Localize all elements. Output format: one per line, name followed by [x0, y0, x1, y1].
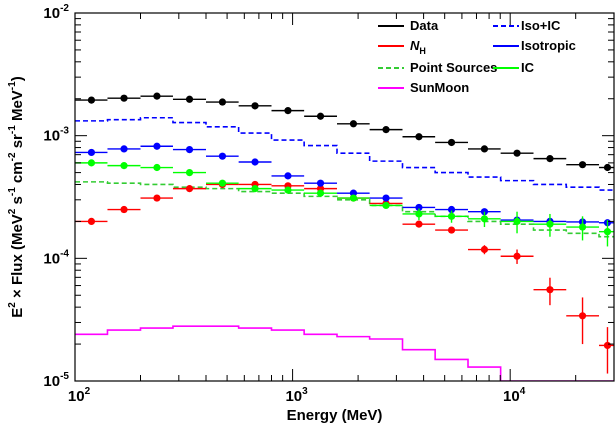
legend-item-iso-ic: Iso+IC	[493, 18, 561, 33]
data-point	[578, 161, 587, 169]
data-point	[513, 217, 521, 226]
legend-label: SunMoon	[410, 80, 469, 95]
data-point	[218, 179, 227, 187]
y-tick-label: 10-3	[43, 126, 69, 145]
data-point	[603, 163, 612, 172]
legend: Data Iso+IC NH Isotropic Point Sources IC SunM…	[378, 18, 576, 95]
y-tick-label: 10-5	[43, 371, 69, 390]
data-point	[447, 212, 456, 220]
data-point	[153, 142, 161, 150]
step-series-sunmoon	[75, 325, 614, 381]
data-point	[513, 149, 521, 157]
data-point	[415, 210, 423, 218]
data-point	[120, 205, 128, 214]
data-point	[218, 152, 227, 160]
data-point	[316, 189, 325, 197]
data-point	[546, 220, 554, 228]
data-point	[349, 189, 358, 197]
data-point	[87, 217, 96, 226]
data-point	[153, 163, 161, 172]
x-axis-label: Energy (MeV)	[287, 407, 383, 424]
data-point	[284, 172, 292, 180]
data-point	[415, 133, 423, 141]
legend-label: Iso+IC	[521, 18, 561, 33]
plot-area	[75, 92, 614, 381]
data-point	[185, 145, 194, 154]
data-point	[382, 201, 390, 210]
data-point	[185, 95, 194, 103]
data-point	[251, 158, 259, 166]
data-point	[185, 185, 194, 193]
axes: 102 103 104 10-5 10-4 10-3 10-2	[43, 3, 615, 405]
data-point	[382, 194, 390, 202]
data-point	[120, 145, 128, 153]
legend-item-n: NH	[378, 38, 426, 56]
data-point	[120, 162, 128, 170]
data-point	[316, 112, 325, 120]
data-point	[513, 252, 521, 260]
data-point	[87, 96, 96, 104]
legend-label: Data	[410, 18, 439, 33]
y-axis-label: E2 × Flux (MeV2 s-1 cm-2 sr-1 MeV-1)	[7, 76, 26, 317]
data-point	[603, 341, 612, 350]
legend-label: Isotropic	[521, 38, 576, 53]
data-point	[578, 223, 587, 231]
data-point	[316, 179, 325, 187]
data-point	[480, 245, 489, 254]
data-point	[546, 286, 554, 294]
data-point	[120, 94, 128, 102]
step-series-point-sources	[75, 181, 614, 238]
plot-frame	[74, 12, 615, 382]
legend-item-data: Data	[378, 18, 439, 33]
data-point	[349, 120, 358, 128]
data-point	[447, 138, 456, 147]
series-ic	[75, 159, 614, 247]
legend-label: Point Sources	[410, 60, 497, 75]
data-point	[284, 107, 292, 115]
legend-item-isotropic: Isotropic	[493, 38, 576, 53]
data-point	[87, 148, 96, 157]
data-point	[603, 228, 612, 236]
axis-labels: Energy (MeV) E2 × Flux (MeV2 s-1 cm-2 sr…	[7, 76, 382, 424]
y-tick-label: 10-4	[43, 248, 69, 267]
y-tick-label: 10-2	[43, 3, 69, 22]
legend-item-sunmoon: SunMoon	[378, 80, 469, 95]
data-point	[185, 168, 194, 177]
data-point	[251, 185, 259, 193]
step-series-iso-ic	[75, 116, 614, 191]
x-tick-label: 103	[285, 386, 308, 405]
data-point	[480, 215, 489, 223]
data-point	[87, 159, 96, 167]
legend-item-ic: IC	[493, 60, 535, 75]
data-point	[447, 226, 456, 234]
data-point	[349, 194, 358, 202]
series-n-h	[75, 180, 614, 374]
data-point	[382, 126, 390, 134]
data-point	[578, 312, 587, 320]
x-tick-label: 104	[503, 386, 526, 405]
data-point	[153, 92, 161, 100]
data-point	[546, 155, 554, 163]
x-tick-label: 102	[68, 386, 91, 405]
data-point	[415, 220, 423, 228]
data-point	[284, 186, 292, 194]
legend-label: IC	[521, 60, 535, 75]
legend-item-point-sources: Point Sources	[378, 60, 497, 75]
data-point	[480, 145, 489, 153]
legend-label: NH	[410, 38, 426, 56]
data-point	[251, 102, 259, 110]
data-point	[415, 203, 423, 212]
series-data	[75, 92, 614, 172]
data-point	[218, 98, 227, 106]
data-point	[153, 194, 161, 202]
data-point	[447, 205, 456, 214]
